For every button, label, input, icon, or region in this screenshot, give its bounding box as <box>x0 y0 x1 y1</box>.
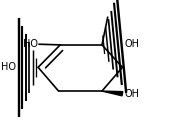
Text: HO: HO <box>1 62 16 72</box>
Text: OH: OH <box>125 39 140 49</box>
Text: OH: OH <box>124 89 139 99</box>
Text: HO: HO <box>23 39 38 49</box>
Polygon shape <box>102 91 123 96</box>
